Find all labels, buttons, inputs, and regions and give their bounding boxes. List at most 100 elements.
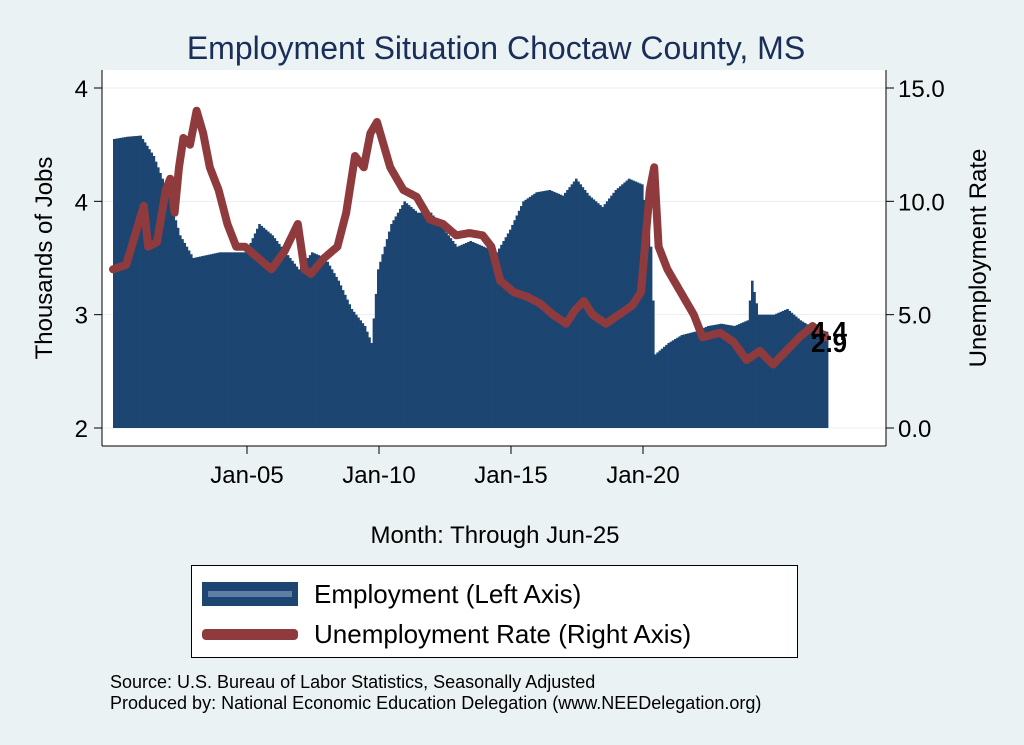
employment-bar bbox=[678, 336, 681, 428]
employment-bar bbox=[273, 238, 277, 428]
employment-bar bbox=[357, 317, 360, 428]
employment-bar bbox=[733, 326, 736, 428]
employment-bar bbox=[152, 156, 156, 428]
employment-bars bbox=[113, 135, 829, 429]
employment-bar bbox=[355, 314, 358, 428]
employment-bar bbox=[693, 331, 697, 428]
employment-bar bbox=[176, 227, 180, 428]
employment-bar bbox=[124, 137, 127, 428]
employment-bar bbox=[148, 149, 151, 428]
employment-bar bbox=[436, 221, 439, 428]
employment-bar bbox=[658, 350, 662, 428]
employment-bar bbox=[159, 173, 162, 428]
employment-bar bbox=[707, 326, 710, 428]
employment-bar bbox=[346, 299, 349, 428]
employment-bar bbox=[377, 269, 380, 428]
employment-bar bbox=[806, 324, 809, 428]
employment-bar bbox=[256, 228, 259, 428]
employment-bar bbox=[161, 178, 164, 428]
employment-bar bbox=[509, 229, 512, 428]
employment-bar bbox=[401, 205, 404, 428]
y-right-tick-label: 0.0 bbox=[898, 416, 931, 443]
employment-bar bbox=[275, 241, 279, 428]
employment-bar bbox=[434, 218, 437, 428]
employment-bar bbox=[418, 212, 422, 428]
employment-bar bbox=[735, 325, 739, 428]
employment-bar bbox=[564, 192, 567, 428]
employment-bar bbox=[603, 204, 607, 428]
employment-bar bbox=[451, 241, 455, 428]
employment-bar bbox=[469, 241, 472, 428]
employment-bar bbox=[190, 254, 193, 428]
employment-bar bbox=[792, 314, 796, 428]
employment-bar bbox=[293, 263, 296, 428]
employment-bar bbox=[390, 224, 393, 428]
employment-bar bbox=[480, 245, 483, 428]
employment-bar bbox=[823, 331, 827, 428]
employment-bar bbox=[146, 145, 149, 429]
employment-bar bbox=[557, 193, 560, 428]
chart: Employment Situation Choctaw County, MS … bbox=[31, 30, 992, 549]
unemployment-swatch bbox=[202, 628, 298, 640]
employment-bar bbox=[667, 343, 670, 428]
y-left-axis-title: Thousands of Jobs bbox=[31, 157, 58, 360]
employment-bar bbox=[445, 232, 448, 428]
employment-bar bbox=[817, 329, 820, 428]
employment-bar bbox=[174, 220, 178, 428]
employment-bar bbox=[117, 138, 120, 428]
employment-bar bbox=[132, 136, 136, 428]
y-left-tick-label: 3 bbox=[75, 303, 88, 330]
employment-bar bbox=[278, 243, 281, 428]
employment-end-label: 2.9 bbox=[811, 328, 847, 358]
employment-bar bbox=[687, 333, 690, 428]
employment-bar bbox=[313, 253, 316, 428]
employment-bar bbox=[489, 249, 492, 428]
employment-bar bbox=[165, 190, 169, 428]
employment-bar bbox=[172, 212, 175, 428]
employment-bar bbox=[201, 256, 204, 428]
employment-bar bbox=[454, 243, 457, 428]
employment-bar bbox=[181, 239, 184, 428]
employment-bar bbox=[370, 343, 373, 428]
employment-bar bbox=[374, 293, 378, 428]
employment-bar bbox=[203, 255, 206, 428]
x-tick-label: Jan-05 bbox=[210, 462, 283, 489]
employment-bar bbox=[482, 246, 486, 428]
employment-bar bbox=[691, 332, 695, 428]
y-right-tick-label: 5.0 bbox=[898, 303, 931, 330]
employment-bar bbox=[414, 210, 417, 428]
y-right-tick-label: 10.0 bbox=[898, 189, 945, 216]
employment-bar bbox=[229, 252, 233, 428]
y-right-axis-title: Unemployment Rate bbox=[965, 149, 992, 368]
employment-bar bbox=[799, 320, 802, 428]
employment-bar bbox=[515, 215, 519, 428]
employment-bar bbox=[643, 199, 646, 428]
employment-bar bbox=[506, 233, 510, 428]
x-tick-label: Jan-15 bbox=[474, 462, 547, 489]
employment-bar bbox=[150, 152, 153, 428]
employment-bar bbox=[135, 135, 138, 428]
y-left-tick-label: 4 bbox=[75, 189, 88, 216]
employment-bar bbox=[638, 183, 642, 428]
employment-bar bbox=[663, 346, 666, 428]
employment-bar bbox=[674, 339, 677, 428]
employment-bar bbox=[137, 135, 140, 429]
employment-bar bbox=[788, 310, 791, 428]
employment-bar bbox=[447, 235, 450, 428]
employment-bar bbox=[605, 201, 609, 428]
employment-bar bbox=[240, 252, 244, 428]
producer-line: Produced by: National Economic Education… bbox=[110, 693, 762, 713]
employment-bar bbox=[462, 243, 466, 428]
unemployment-end-label: 4.4 bbox=[811, 316, 848, 346]
employment-bar bbox=[429, 212, 433, 428]
employment-bar bbox=[814, 328, 818, 428]
employment-bar bbox=[412, 208, 415, 428]
employment-bar bbox=[502, 241, 505, 428]
employment-bar bbox=[407, 205, 411, 428]
employment-bar bbox=[399, 208, 402, 428]
employment-bar bbox=[300, 266, 303, 428]
legend-unemployment-label: Unemployment Rate (Right Axis) bbox=[314, 618, 692, 649]
employment-bar bbox=[324, 258, 327, 428]
employment-bar bbox=[361, 323, 365, 428]
employment-bar bbox=[504, 237, 508, 428]
